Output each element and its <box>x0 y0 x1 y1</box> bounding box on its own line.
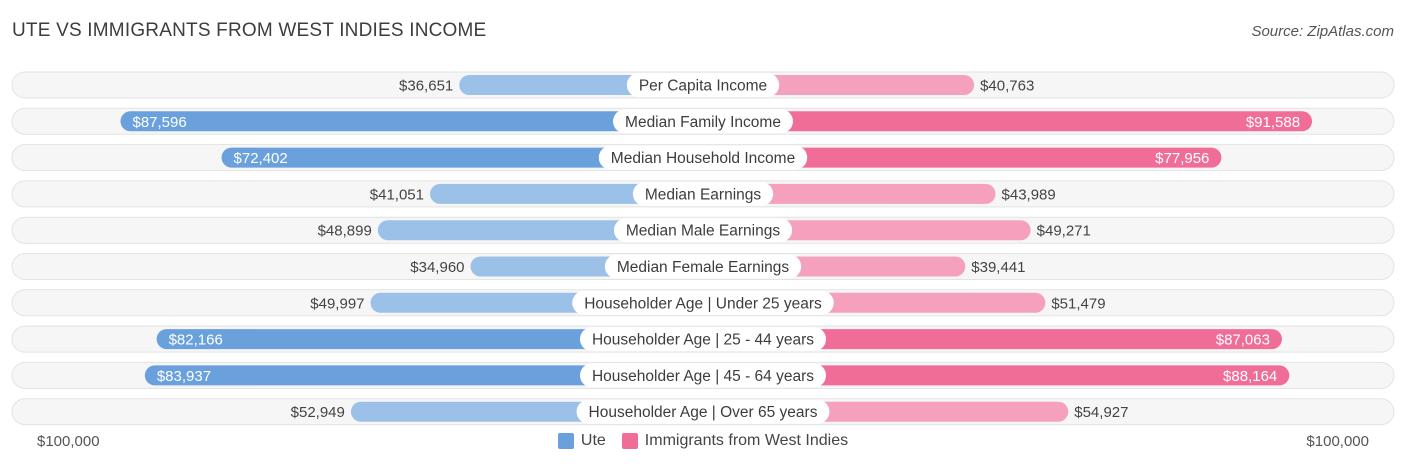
legend-label-ute: Ute <box>580 432 606 449</box>
value-label-west-indies-0: $40,763 <box>980 78 1034 95</box>
value-label-ute-9: $52,949 <box>291 404 345 421</box>
category-pill <box>598 145 808 170</box>
bar-ute-8[interactable] <box>144 365 703 386</box>
category-label: Median Female Earnings <box>617 259 790 276</box>
row-0: $36,651 $40,763 Per Capita Income <box>11 71 1395 99</box>
bar-west-indies-3[interactable] <box>703 183 996 204</box>
value-label-ute-5: $34,960 <box>410 259 464 276</box>
row-9: $52,949 $54,927 Householder Age | Over 65 … <box>11 398 1395 426</box>
bar-ute-7[interactable] <box>156 329 704 350</box>
income-comparison-chart: $36,651 $40,763 Per Capita Income $87,596 $9… <box>11 71 1395 426</box>
row-6: $49,997 $51,479 Householder Age | Under 25… <box>11 289 1395 317</box>
bar-ute-1[interactable] <box>120 111 704 132</box>
category-pill <box>579 363 827 388</box>
row-4: $48,899 $49,271 Median Male Earnings <box>11 216 1395 244</box>
value-label-west-indies-5: $39,441 <box>971 259 1025 276</box>
row-5: $34,960 $39,441 Median Female Earnings <box>11 253 1395 280</box>
category-label: Per Capita Income <box>639 78 767 95</box>
category-label: Householder Age | 25 - 44 years <box>592 332 814 349</box>
category-label: Householder Age | Under 25 years <box>584 295 822 312</box>
value-label-west-indies-4: $49,271 <box>1037 223 1091 240</box>
value-label-ute-2: $72,402 <box>234 150 288 167</box>
category-label: Median Male Earnings <box>626 223 780 240</box>
category-pill <box>576 399 830 424</box>
source-note: Source: ZipAtlas.com <box>1251 23 1394 40</box>
legend: Ute Immigrants from West Indies <box>0 432 1406 450</box>
axis-left-label: $100,000 <box>37 433 100 450</box>
chart-title: UTE VS IMMIGRANTS FROM WEST INDIES INCOM… <box>12 20 487 41</box>
category-label: Householder Age | 45 - 64 years <box>592 368 814 385</box>
bar-west-indies-2[interactable] <box>703 147 1222 168</box>
value-label-west-indies-9: $54,927 <box>1074 404 1128 421</box>
category-label: Median Household Income <box>611 150 795 167</box>
value-label-ute-4: $48,899 <box>318 223 372 240</box>
legend-item-west-indies[interactable]: Immigrants from West Indies <box>621 432 849 450</box>
legend-swatch-west-indies <box>621 433 638 449</box>
category-pill <box>579 327 827 352</box>
row-7: $82,166 $87,063 Householder Age | 25 - 44 … <box>11 325 1395 353</box>
value-label-west-indies-1: $91,588 <box>1246 114 1300 131</box>
axis-right-label: $100,000 <box>1306 433 1369 450</box>
value-label-west-indies-3: $43,989 <box>1002 186 1056 203</box>
row-8: $83,937 $88,164 Householder Age | 45 - 64 … <box>11 361 1395 389</box>
row-3: $41,051 $43,989 Median Earnings <box>11 180 1395 208</box>
legend-label-west-indies: Immigrants from West Indies <box>644 432 849 449</box>
category-pill <box>626 73 780 97</box>
value-label-ute-7: $82,166 <box>169 332 223 349</box>
category-pill <box>572 290 834 315</box>
value-label-ute-1: $87,596 <box>132 114 186 131</box>
category-pill <box>613 109 793 134</box>
value-label-west-indies-7: $87,063 <box>1216 332 1270 349</box>
value-label-ute-6: $49,997 <box>310 295 364 312</box>
row-1: $87,596 $91,588 Median Family Income <box>11 107 1395 135</box>
category-pill <box>632 181 774 206</box>
bar-west-indies-8[interactable] <box>703 365 1290 386</box>
bar-ute-2[interactable] <box>221 147 703 168</box>
value-label-ute-3: $41,051 <box>370 186 424 203</box>
bar-west-indies-7[interactable] <box>703 329 1282 350</box>
bar-west-indies-1[interactable] <box>703 111 1313 132</box>
category-label: Median Earnings <box>645 186 762 203</box>
category-label: Householder Age | Over 65 years <box>589 404 818 421</box>
category-pill <box>604 254 802 279</box>
value-label-west-indies-2: $77,956 <box>1155 150 1209 167</box>
value-label-west-indies-6: $51,479 <box>1051 295 1105 312</box>
value-label-ute-8: $83,937 <box>157 368 211 385</box>
category-pill <box>613 218 793 243</box>
value-label-ute-0: $36,651 <box>399 78 453 95</box>
legend-item-ute[interactable]: Ute <box>557 432 606 450</box>
value-label-west-indies-8: $88,164 <box>1223 368 1277 385</box>
row-2: $72,402 $77,956 Median Household Income <box>11 144 1395 172</box>
legend-swatch-ute <box>557 433 574 449</box>
category-label: Median Family Income <box>625 114 781 131</box>
